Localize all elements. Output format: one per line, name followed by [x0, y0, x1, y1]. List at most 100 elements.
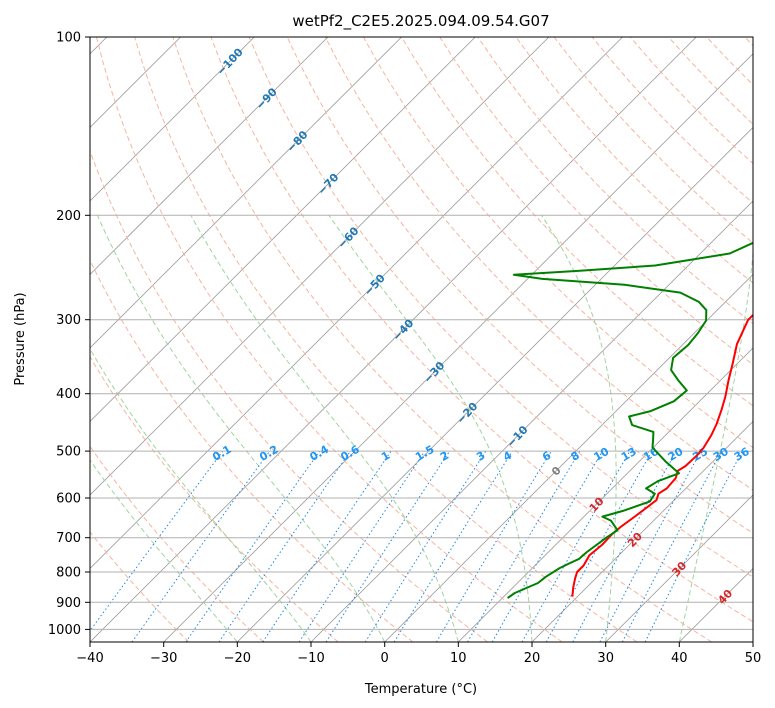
mixing-ratio-label: 0.1 — [210, 443, 233, 464]
dry-adiabat-line — [96, 37, 563, 642]
mixing-ratio-label: 0.4 — [308, 443, 332, 464]
isotherm-line — [310, 200, 753, 642]
x-tick-label: 20 — [524, 651, 541, 666]
x-tick-label: 30 — [597, 651, 614, 666]
y-tick-label: 500 — [56, 445, 81, 460]
dry-adiabat-line — [172, 37, 712, 642]
dry-adiabat-line — [362, 37, 753, 449]
dry-adiabat-line — [248, 37, 753, 578]
y-tick-label: 300 — [56, 313, 81, 328]
x-axis-label: Temperature (°C) — [364, 682, 477, 697]
x-tick-label: 40 — [671, 651, 688, 666]
dry-adiabat-line — [90, 531, 190, 642]
mixing-ratio-label: 1.5 — [413, 443, 436, 464]
isotherm-line — [752, 641, 753, 642]
chart-title: wetPf2_C2E5.2025.094.09.54.G07 — [292, 12, 549, 31]
x-tick-label: −40 — [76, 651, 103, 666]
isotherm-label-warm: 20 — [625, 530, 645, 550]
isotherm-line — [531, 420, 753, 642]
isotherm-line — [90, 37, 476, 423]
dry-adiabat-line — [591, 37, 753, 204]
dry-adiabat-line — [90, 445, 264, 642]
isotherm-line — [384, 273, 753, 642]
mixing-ratio-line — [131, 450, 271, 642]
y-tick-label: 1000 — [48, 623, 81, 638]
dry-adiabat-line — [515, 37, 753, 284]
plot-frame — [89, 36, 754, 643]
y-tick-label: 700 — [56, 531, 81, 546]
isotherm-line — [90, 37, 697, 642]
dry-adiabat-line — [744, 37, 753, 47]
dry-adiabat-line — [439, 37, 753, 366]
mixing-ratio-line — [90, 450, 224, 632]
mixing-ratio-line — [644, 450, 743, 642]
x-tick-label: 10 — [450, 651, 467, 666]
y-tick-label: 600 — [56, 492, 81, 507]
mixing-ratio-label: 0.2 — [257, 443, 280, 464]
dry-adiabat-line — [90, 355, 339, 642]
y-axis-label: Pressure (hPa) — [13, 292, 28, 385]
isotherm-label-warm: 30 — [669, 559, 689, 579]
mixing-ratio-label: 36 — [732, 445, 752, 464]
background-lines — [90, 37, 753, 642]
mixing-ratio-label: 10 — [592, 445, 612, 464]
mixing-ratio-line — [599, 450, 702, 642]
isotherm-labels: 0.1 0.2 0.4 0.6 1 1.5 2 3 4 6 8 10 13 16 20 25 30 36−100−… — [210, 45, 752, 607]
isotherm-label: −100 — [214, 45, 246, 78]
moist-adiabat-line — [541, 215, 617, 642]
moist-adiabat-line — [90, 459, 238, 642]
mixing-ratio-line — [325, 450, 451, 642]
dry-adiabat-line — [477, 37, 753, 325]
y-tick-label: 100 — [56, 31, 81, 46]
isotherm-line — [90, 37, 550, 496]
y-tick-label: 800 — [56, 566, 81, 581]
x-tick-label: 50 — [745, 651, 762, 666]
isotherm-label-warm: 40 — [715, 587, 735, 607]
moist-adiabat-line — [190, 215, 459, 642]
mixing-ratio-line — [262, 450, 392, 642]
moist-adiabat-line — [328, 215, 533, 642]
moist-adiabat-line — [678, 248, 753, 642]
x-tick-label: −30 — [150, 651, 177, 666]
x-tick-label: −20 — [224, 651, 251, 666]
y-tick-label: 400 — [56, 387, 81, 402]
y-axis-ticks: 100 200 300 400 500 600 700 800 900 1000 — [48, 31, 90, 638]
dry-adiabat-line — [134, 37, 638, 642]
dry-adiabat-line — [324, 37, 753, 491]
isotherm-line — [90, 37, 329, 275]
mixing-ratio-line — [185, 450, 321, 642]
mixing-ratio-line — [521, 450, 631, 642]
mixing-ratio-line — [298, 450, 426, 642]
mixing-ratio-line — [218, 450, 351, 642]
dry-adiabat-line — [668, 37, 753, 125]
mixing-ratio-label: 0.6 — [338, 443, 362, 464]
moist-adiabat-line — [90, 347, 312, 642]
x-tick-label: 0 — [381, 651, 389, 666]
plot-area: 0.1 0.2 0.4 0.6 1 1.5 2 3 4 6 8 10 13 16 20 25 30 36−100−… — [90, 37, 753, 642]
series-layer — [507, 241, 753, 599]
moist-adiabat-line — [752, 640, 753, 642]
mixing-ratio-line — [435, 450, 552, 642]
x-axis-ticks: −40 −30 −20 −10 0 10 20 30 40 50 — [76, 642, 761, 666]
isotherm-line — [163, 53, 753, 642]
isotherm-label-warm: 0 — [549, 464, 564, 479]
mixing-ratio-label: 20 — [666, 445, 686, 464]
isotherm-line — [237, 126, 753, 642]
mixing-ratio-line — [467, 450, 581, 642]
dry-adiabat-line — [90, 149, 488, 642]
mixing-ratio-line — [572, 450, 677, 642]
mixing-ratio-label: 13 — [619, 445, 639, 464]
x-tick-label: −10 — [297, 651, 324, 666]
mixing-ratio-line — [393, 450, 513, 642]
pressure-gridlines — [90, 37, 753, 630]
isotherm-line — [458, 347, 753, 642]
dry-adiabat-line — [210, 37, 753, 623]
y-tick-label: 200 — [56, 209, 81, 224]
isotherm-line — [605, 494, 753, 642]
mixing-ratio-line — [545, 450, 653, 642]
isotherm-line — [90, 37, 402, 349]
dewpoint-line — [507, 241, 753, 599]
dry-adiabat-line — [401, 37, 753, 407]
dry-adiabat-line — [90, 259, 414, 642]
